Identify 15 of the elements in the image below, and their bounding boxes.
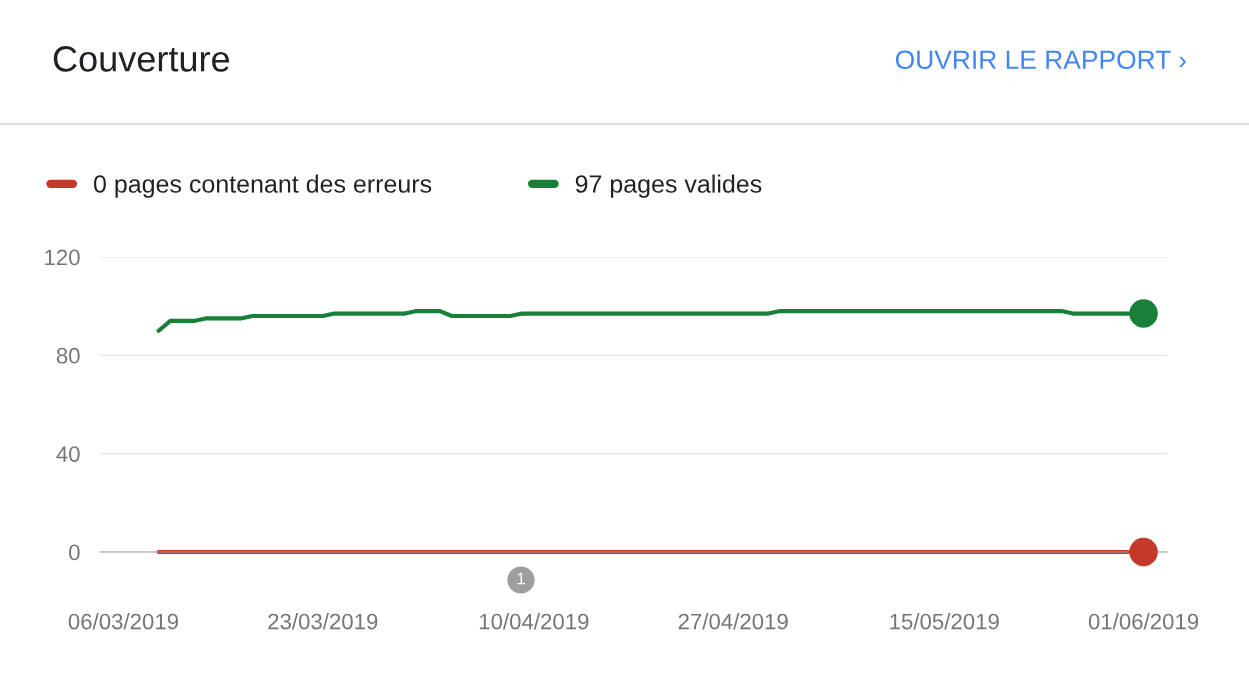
text: 1 — [517, 572, 525, 585]
x-tick-label: 23/03/2019 — [268, 613, 378, 630]
x-tick-label: 01/06/2019 — [1088, 613, 1199, 630]
y-tick-label: 0 — [69, 544, 80, 561]
x-tick-label: 10/04/2019 — [479, 613, 589, 630]
y-tick-label: 120 — [45, 249, 80, 266]
y-tick-label: 40 — [56, 446, 80, 462]
x-tick-label: 06/03/2019 — [68, 613, 179, 630]
legend-label: 0 pages contenant des erreurs — [93, 174, 432, 198]
legend-label: 97 pages valides — [575, 174, 762, 198]
x-tick-label: 27/04/2019 — [678, 613, 788, 630]
y-tick-label: 80 — [56, 347, 80, 364]
text: OUVRIR LE RAPPORT › — [895, 50, 1186, 70]
chart-title: Couverture — [53, 46, 230, 72]
x-tick-label: 15/05/2019 — [890, 613, 999, 630]
